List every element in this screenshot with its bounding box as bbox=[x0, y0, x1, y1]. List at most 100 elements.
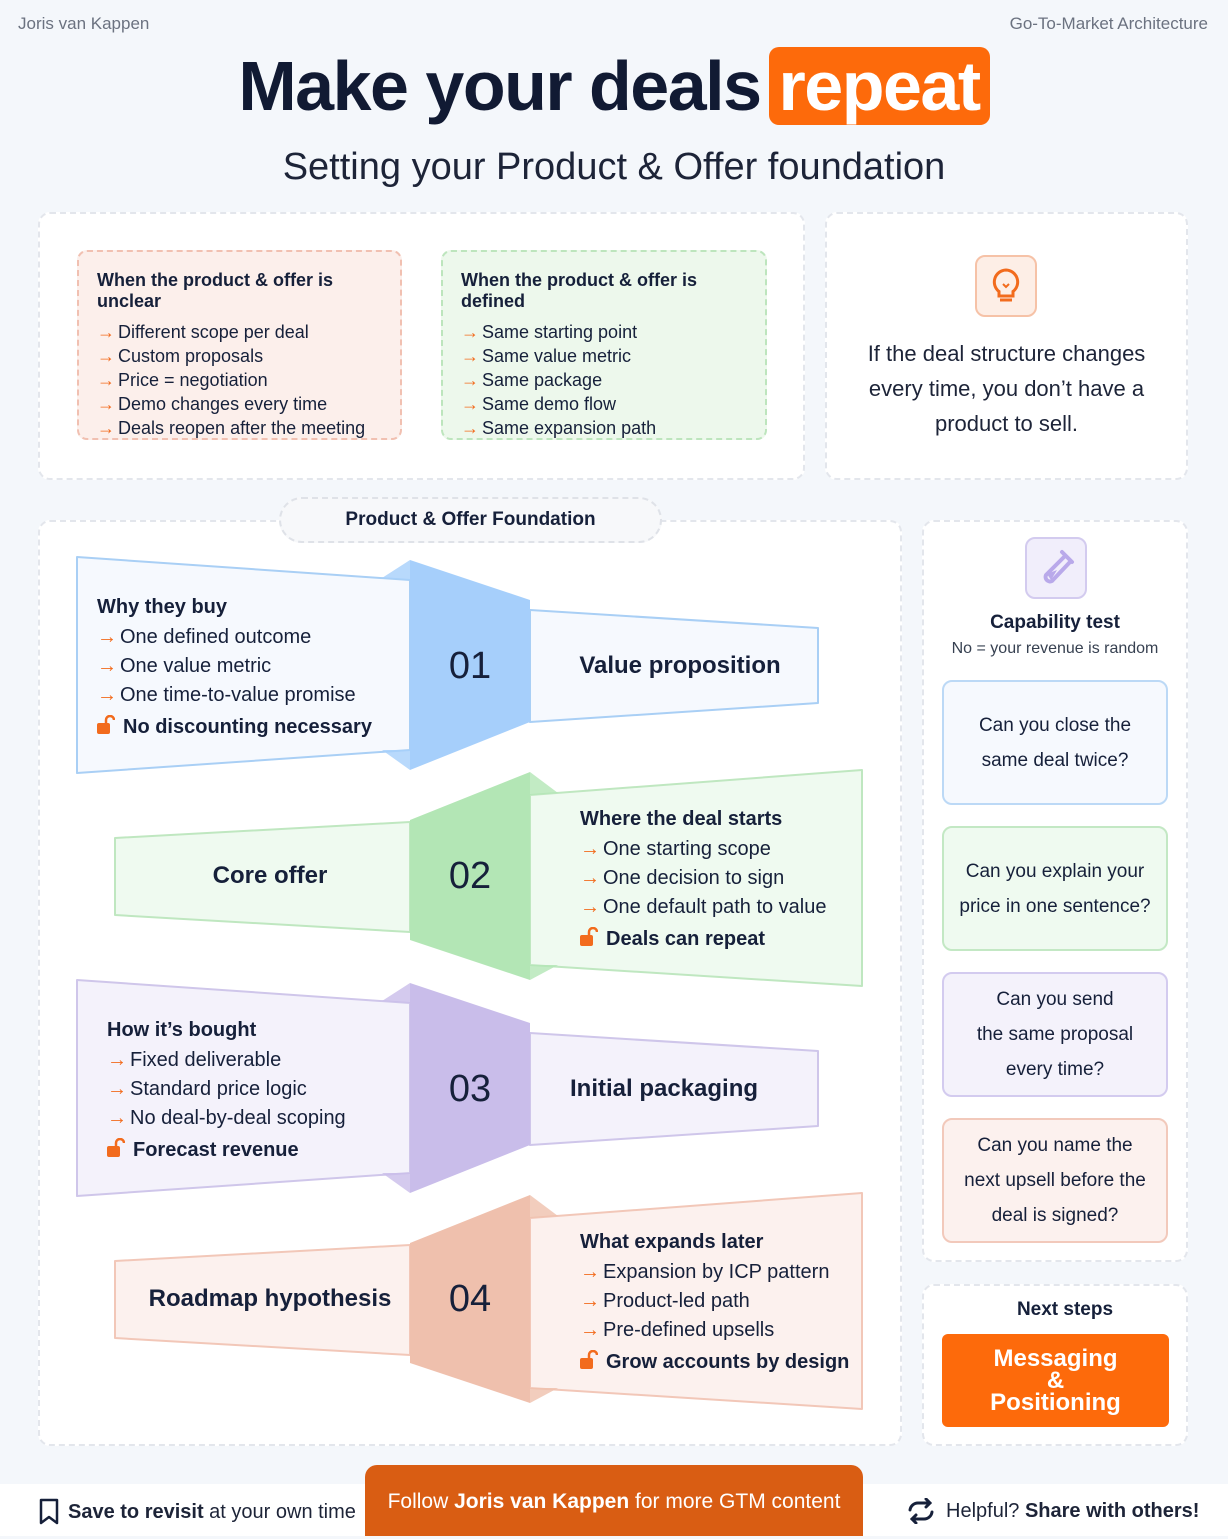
cta-line: & bbox=[1046, 1366, 1065, 1394]
follow-button[interactable]: Follow Joris van Kappen for more GTM con… bbox=[365, 1465, 863, 1536]
comparison-item-text: Different scope per deal bbox=[118, 322, 309, 342]
save-link[interactable]: Save to revisit at your own time bbox=[38, 1498, 356, 1526]
row-number-block bbox=[410, 1195, 530, 1403]
arrow-icon: → bbox=[97, 418, 115, 438]
share-link[interactable]: Helpful? Share with others! bbox=[906, 1498, 1199, 1524]
unlock-icon bbox=[97, 714, 116, 734]
insight-line: every time, you don’t have a bbox=[868, 376, 1145, 401]
row-detail-item: → One value metric bbox=[97, 652, 372, 681]
arrow-icon: → bbox=[107, 1107, 127, 1129]
title-highlight: repeat bbox=[768, 47, 990, 125]
capability-question-card: Can you close the same deal twice? bbox=[942, 680, 1168, 805]
row-detail-text: One decision to sign bbox=[603, 867, 785, 889]
arrow-icon: → bbox=[97, 655, 117, 677]
row-number-block bbox=[410, 560, 530, 770]
comparison-item-text: Same expansion path bbox=[482, 418, 657, 438]
foundation-title: Product & Offer Foundation bbox=[279, 497, 662, 543]
arrow-icon: → bbox=[580, 1319, 600, 1341]
insight-line: If the deal structure changes bbox=[867, 341, 1146, 366]
row-label: Core offer bbox=[212, 862, 328, 889]
row-label: Roadmap hypothesis bbox=[148, 1285, 392, 1312]
row-details: How it’s bought → Fixed deliverable → Standa… bbox=[107, 1019, 346, 1165]
foundation-row-shape bbox=[76, 979, 819, 1197]
row-outcome-text: No discounting necessary bbox=[123, 716, 372, 738]
row-detail-item: → Standard price logic bbox=[107, 1075, 346, 1104]
comparison-item-text: Demo changes every time bbox=[118, 394, 328, 414]
page-subtitle: Setting your Product & Offer foundation bbox=[282, 146, 946, 188]
unclear-title: When the product & offer is unclear bbox=[97, 270, 333, 311]
row-outcome-text: Grow accounts by design bbox=[606, 1351, 850, 1373]
row-detail-text: No deal-by-deal scoping bbox=[130, 1107, 346, 1129]
row-detail-text: Standard price logic bbox=[130, 1078, 307, 1100]
row-fold bbox=[382, 560, 410, 580]
row-fold bbox=[530, 1388, 558, 1403]
arrow-icon: → bbox=[461, 418, 479, 438]
follow-pre: Follow bbox=[387, 1490, 455, 1513]
row-detail-text: Expansion by ICP pattern bbox=[603, 1261, 830, 1283]
row-number: 01 bbox=[448, 645, 492, 687]
test-tube-icon bbox=[1025, 537, 1087, 599]
comparison-item-text: Price = negotiation bbox=[118, 370, 268, 390]
row-detail-item: → One starting scope bbox=[580, 835, 827, 864]
row-detail-item: → One time-to-value promise bbox=[97, 681, 372, 710]
unlock-icon bbox=[580, 926, 599, 946]
comparison-item: → Demo changes every time bbox=[97, 392, 382, 416]
comparison-item-text: Custom proposals bbox=[118, 346, 264, 366]
arrow-icon: → bbox=[97, 370, 115, 390]
comparison-item: → Same demo flow bbox=[461, 392, 747, 416]
arrow-icon: → bbox=[580, 1290, 600, 1312]
row-detail-title: How it’s bought bbox=[107, 1019, 257, 1041]
comparison-item: → Different scope per deal bbox=[97, 320, 382, 344]
unlock-icon bbox=[107, 1137, 126, 1157]
arrow-icon: → bbox=[97, 684, 117, 706]
arrow-icon: → bbox=[107, 1049, 127, 1071]
row-detail-text: One starting scope bbox=[603, 838, 771, 860]
arrow-icon: → bbox=[580, 1261, 600, 1283]
question-line: deal is signed? bbox=[991, 1205, 1119, 1226]
arrow-icon: → bbox=[580, 867, 600, 889]
row-number: 04 bbox=[448, 1278, 492, 1320]
capability-question-card: Can you send the same proposal every time? bbox=[942, 972, 1168, 1097]
row-number-block bbox=[410, 772, 530, 980]
comparison-item: → Price = negotiation bbox=[97, 368, 382, 392]
arrow-icon: → bbox=[97, 346, 115, 366]
share-repeat-icon bbox=[908, 1498, 934, 1524]
row-detail-title: What expands later bbox=[580, 1231, 764, 1253]
comparison-item-text: Same package bbox=[482, 370, 603, 390]
defined-box: When the product & offer is defined → Sam… bbox=[441, 250, 767, 440]
row-outcome-text: Deals can repeat bbox=[606, 928, 765, 950]
save-rest: at your own time bbox=[203, 1500, 356, 1523]
follow-post: for more GTM content bbox=[629, 1490, 841, 1513]
arrow-icon: → bbox=[97, 626, 117, 648]
question-line: Can you send bbox=[996, 989, 1114, 1010]
arrow-icon: → bbox=[107, 1078, 127, 1100]
arrow-icon: → bbox=[461, 394, 479, 414]
arrow-icon: → bbox=[97, 322, 115, 342]
row-number-block bbox=[410, 983, 530, 1193]
row-detail-text: Pre-defined upsells bbox=[603, 1319, 775, 1341]
row-outcome-text: Forecast revenue bbox=[133, 1139, 299, 1161]
arrow-icon: → bbox=[461, 346, 479, 366]
messaging-positioning-button[interactable]: Messaging & Positioning bbox=[942, 1334, 1169, 1427]
row-detail-item: → No deal-by-deal scoping bbox=[107, 1104, 346, 1133]
row-outcome: Deals can repeat bbox=[580, 925, 827, 954]
row-details: Why they buy → One defined outcome → One val… bbox=[97, 596, 372, 742]
question-line: Can you close the bbox=[978, 714, 1132, 736]
row-detail-item: → Expansion by ICP pattern bbox=[580, 1258, 849, 1287]
comparison-item: → Deals reopen after the meeting bbox=[97, 416, 382, 440]
row-details: What expands later → Expansion by ICP patt… bbox=[580, 1231, 849, 1377]
lightbulb-icon bbox=[975, 255, 1037, 317]
question-line: the same proposal bbox=[976, 1024, 1134, 1045]
bookmark-icon bbox=[39, 1498, 59, 1525]
comparison-item: → Same package bbox=[461, 368, 747, 392]
page-title: Make your deals repeat bbox=[0, 46, 1228, 126]
comparison-item: → Custom proposals bbox=[97, 344, 382, 368]
insight-text: If the deal structure changes every time… bbox=[840, 336, 1173, 441]
row-detail-text: One value metric bbox=[120, 655, 272, 677]
insight-line: product to sell. bbox=[934, 411, 1079, 436]
share-bold: Share with others! bbox=[1024, 1499, 1200, 1522]
row-detail-item: → Product-led path bbox=[580, 1287, 849, 1316]
comparison-item-text: Same starting point bbox=[482, 322, 638, 342]
row-fold bbox=[382, 983, 410, 1003]
row-fold bbox=[382, 1173, 410, 1193]
